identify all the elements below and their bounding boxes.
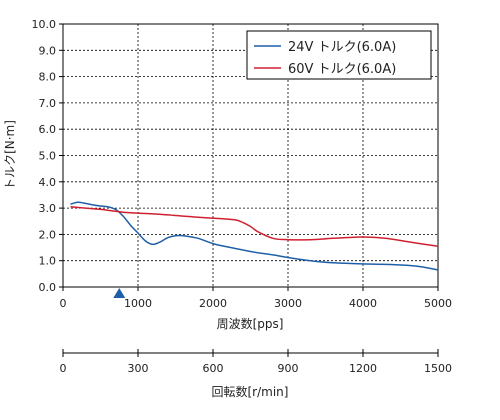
x-tick-label: 0 — [60, 297, 67, 310]
y-tick-label: 9.0 — [39, 44, 57, 57]
legend-box — [246, 30, 432, 80]
y-tick-label: 5.0 — [39, 150, 57, 163]
x-tick-label: 1000 — [124, 297, 152, 310]
x2-tick-label: 1200 — [349, 362, 377, 375]
series-lines — [70, 201, 439, 271]
x2-tick-label: 300 — [128, 362, 149, 375]
x-tick-label: 3000 — [274, 297, 302, 310]
y-tick-label: 3.0 — [39, 202, 57, 215]
y-tick-label: 6.0 — [39, 123, 57, 136]
y-tick-label: 10.0 — [32, 18, 57, 31]
legend-label-24v: 24V トルク(6.0A) — [288, 40, 396, 55]
y-tick-label: 2.0 — [39, 228, 57, 241]
y-tick-label: 7.0 — [39, 97, 57, 110]
series-line-24v — [70, 201, 439, 271]
x-tick-label: 4000 — [349, 297, 377, 310]
legend: 24V トルク(6.0A) 60V トルク(6.0A) — [246, 30, 432, 80]
x2-tick-label: 600 — [203, 362, 224, 375]
y-tick-label: 0.0 — [39, 281, 57, 294]
y-tick-label: 4.0 — [39, 176, 57, 189]
marker-triangle — [113, 288, 126, 298]
x-axis-ticks: 0 1000 2000 3000 4000 5000 — [60, 287, 452, 310]
x-tick-label: 2000 — [199, 297, 227, 310]
x2-axis-ticks: 0 300 600 900 1200 1500 — [60, 349, 452, 375]
y-axis-ticks: 0.0 1.0 2.0 3.0 4.0 5.0 6.0 7.0 8.0 9.0 10.0 — [32, 18, 63, 294]
x-tick-label: 5000 — [424, 297, 452, 310]
y-tick-label: 1.0 — [39, 255, 57, 268]
legend-label-60v: 60V トルク(6.0A) — [288, 62, 396, 77]
x2-axis-title: 回転数[r/min] — [212, 384, 289, 399]
x2-tick-label: 1500 — [424, 362, 452, 375]
x-axis-title: 周波数[pps] — [217, 316, 284, 331]
series-line-60v — [70, 206, 439, 247]
y-axis-title: トルク[N·m] — [3, 120, 17, 190]
y-tick-label: 8.0 — [39, 71, 57, 84]
x2-tick-label: 0 — [60, 362, 67, 375]
x2-tick-label: 900 — [278, 362, 299, 375]
